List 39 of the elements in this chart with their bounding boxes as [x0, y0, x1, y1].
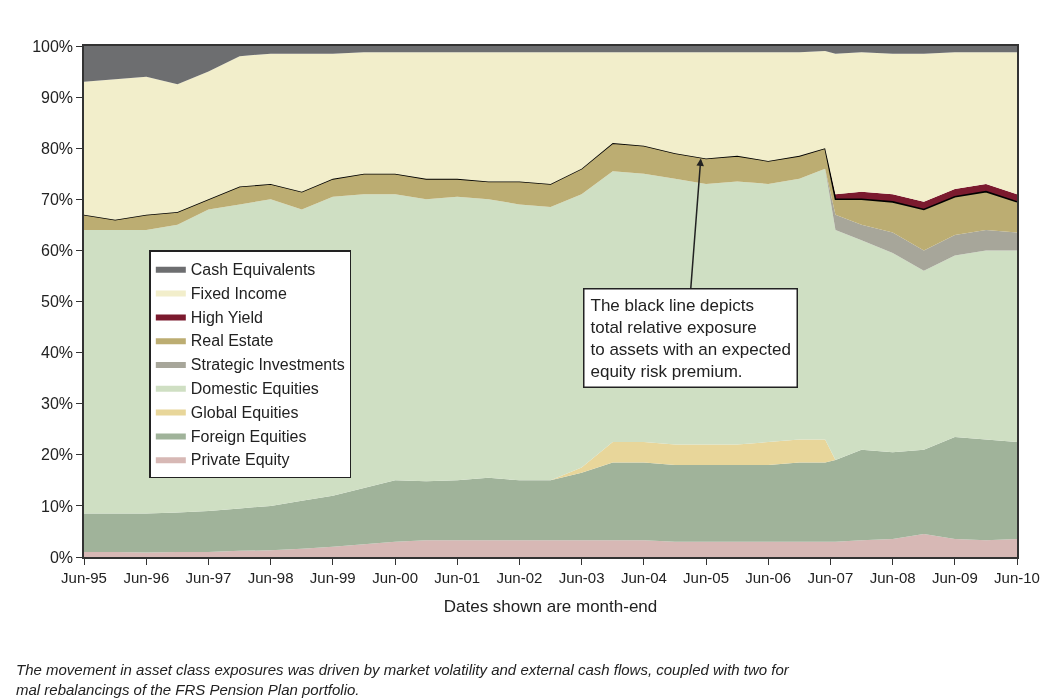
x-tick-label: Jun-08: [869, 568, 916, 586]
x-tick-label: Jun-03: [558, 568, 605, 586]
x-tick-label: Jun-01: [434, 568, 481, 586]
y-tick-label: 100%: [32, 37, 74, 55]
x-tick-label: Jun-04: [620, 568, 667, 586]
y-tick-label: 20%: [41, 446, 74, 464]
legend-label: Global Equities: [190, 403, 299, 421]
x-tick-label: Jun-07: [807, 568, 854, 586]
legend-label: Foreign Equities: [190, 427, 307, 445]
y-tick-label: 80%: [41, 139, 74, 157]
y-tick-label: 60%: [41, 242, 74, 259]
y-tick-label: 50%: [41, 293, 74, 311]
y-tick-label: 70%: [41, 190, 74, 208]
y-tick-label: 10%: [41, 497, 74, 515]
x-tick-label: Jun-99: [309, 568, 356, 586]
legend-label: Real Estate: [190, 332, 274, 350]
legend-label: Strategic Investments: [190, 356, 345, 374]
x-tick-label: Jun-10: [994, 568, 1040, 586]
legend-label: Cash Equivalents: [190, 261, 316, 279]
x-tick-label: Jun-02: [496, 568, 543, 586]
x-tick-label: Jun-95: [61, 568, 107, 586]
x-axis-title: Dates shown are month-end: [443, 596, 658, 616]
x-tick-label: Jun-98: [247, 568, 294, 586]
y-tick-label: 30%: [41, 395, 74, 413]
y-tick-label: 0%: [49, 548, 74, 566]
x-tick-label: Jun-00: [372, 568, 419, 586]
legend-label: High Yield: [190, 308, 263, 326]
text: The movement in asset class exposures was driven by market volatility and external cash flows, coupled with two for mal rebalancings of the FRS Pension Plan portfolio.: [16, 661, 790, 698]
y-tick-label: 40%: [41, 344, 74, 362]
x-tick-label: Jun-97: [185, 568, 232, 586]
x-tick-label: Jun-06: [745, 568, 792, 586]
y-tick-label: 90%: [41, 88, 74, 106]
x-tick-label: Jun-96: [123, 568, 170, 586]
x-tick-label: Jun-05: [683, 568, 729, 586]
legend-label: Fixed Income: [190, 284, 287, 302]
x-tick-label: Jun-09: [931, 568, 978, 586]
legend-label: Private Equity: [190, 451, 290, 469]
annotation: The black line depicts total relative exposure to assets with an expected equity risk premium.: [590, 295, 791, 381]
legend-label: Domestic Equities: [190, 380, 319, 398]
